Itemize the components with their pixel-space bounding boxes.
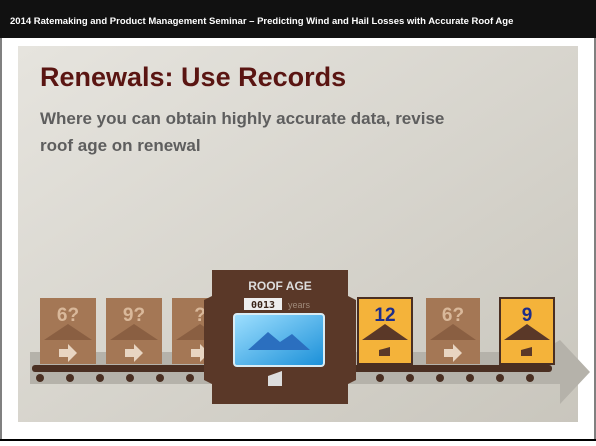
slide-title: Renewals: Use Records xyxy=(40,62,346,92)
box-label: 9? xyxy=(123,305,145,326)
machine-label: ROOF AGE xyxy=(248,279,312,293)
screen-house xyxy=(248,332,310,350)
box-label: 6? xyxy=(57,305,79,326)
box-house-icon xyxy=(521,347,532,356)
box-house-icon xyxy=(379,347,390,356)
counter: 0013 xyxy=(251,300,275,311)
box-label: 6? xyxy=(442,305,464,326)
conveyor-rollers xyxy=(36,374,534,382)
box-label: ? xyxy=(194,305,206,326)
screen xyxy=(233,313,325,367)
box-arrow-icon xyxy=(444,344,462,362)
box-arrow-icon xyxy=(59,344,77,362)
box-roof xyxy=(362,324,408,340)
box-roof xyxy=(430,324,476,340)
counter-unit: years xyxy=(288,300,311,310)
box-roof xyxy=(504,324,550,340)
box-arrow-icon xyxy=(125,344,143,362)
box-label: 9 xyxy=(522,305,533,326)
box-roof xyxy=(110,324,158,340)
machine-house-icon xyxy=(268,371,282,386)
box-roof xyxy=(44,324,92,340)
body-line: Where you can obtain highly accurate dat… xyxy=(40,109,444,128)
body-line: roof age on renewal xyxy=(40,136,201,155)
counter-bg xyxy=(244,298,282,310)
header-text: 2014 Ratemaking and Product Management S… xyxy=(10,16,513,27)
header-bar xyxy=(0,0,596,38)
box-label: 12 xyxy=(374,305,395,326)
